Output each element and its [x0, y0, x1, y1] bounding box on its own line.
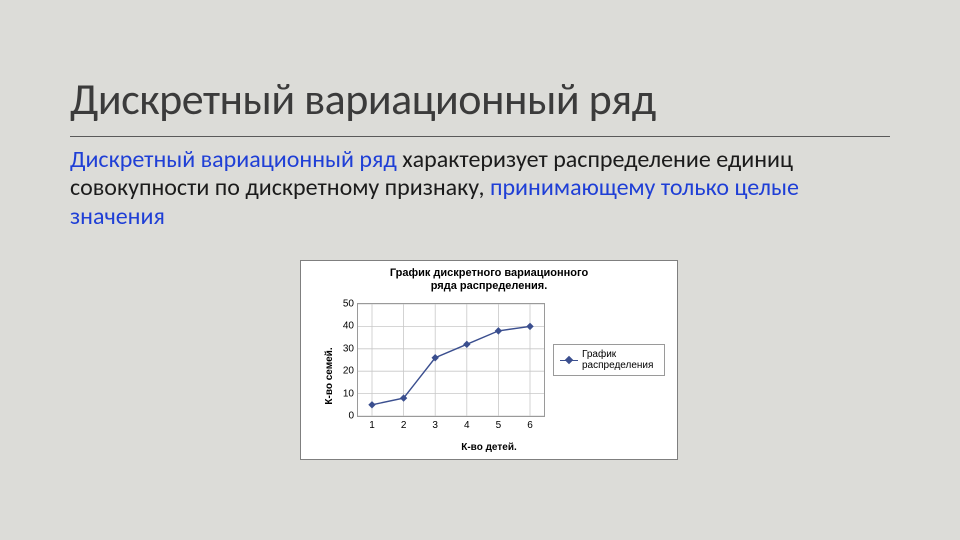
- body-text: Дискретный вариационный ряд характеризуе…: [70, 146, 890, 231]
- chart-frame: График дискретного вариационного ряда ра…: [300, 260, 678, 460]
- y-tick-label: 50: [343, 299, 354, 310]
- title-underline: [70, 136, 890, 137]
- chart-inner: График дискретного вариационного ряда ра…: [303, 263, 675, 457]
- chart-title: График дискретного вариационного ряда ра…: [303, 263, 675, 293]
- legend-marker-icon: [560, 355, 578, 365]
- x-tick-label: 5: [496, 420, 502, 431]
- y-tick-label: 10: [343, 388, 354, 399]
- legend: Графикраспределения: [553, 344, 665, 376]
- y-axis-label: К-во семей.: [324, 347, 335, 404]
- y-tick-label: 30: [343, 343, 354, 354]
- y-tick-label: 40: [343, 321, 354, 332]
- x-tick-label: 3: [432, 420, 438, 431]
- x-axis-label: К-во детей.: [303, 442, 675, 453]
- y-tick-label: 20: [343, 366, 354, 377]
- x-tick-label: 6: [527, 420, 533, 431]
- highlight-1: Дискретный вариационный ряд: [70, 145, 397, 174]
- legend-label: Графикраспределения: [582, 349, 653, 371]
- x-tick-label: 2: [401, 420, 407, 431]
- legend-item: Графикраспределения: [560, 349, 658, 371]
- plot-area: 01020304050123456: [357, 303, 545, 417]
- x-tick-label: 4: [464, 420, 470, 431]
- slide: Дискретный вариационный ряд Дискретный в…: [0, 0, 960, 540]
- x-tick-label: 1: [369, 420, 375, 431]
- y-tick-label: 0: [348, 411, 354, 422]
- chart-svg: [358, 304, 544, 416]
- chart-title-line1: График дискретного вариационного: [390, 267, 588, 279]
- chart-title-line2: ряда распределения.: [431, 280, 548, 292]
- page-title: Дискретный вариационный ряд: [70, 72, 656, 126]
